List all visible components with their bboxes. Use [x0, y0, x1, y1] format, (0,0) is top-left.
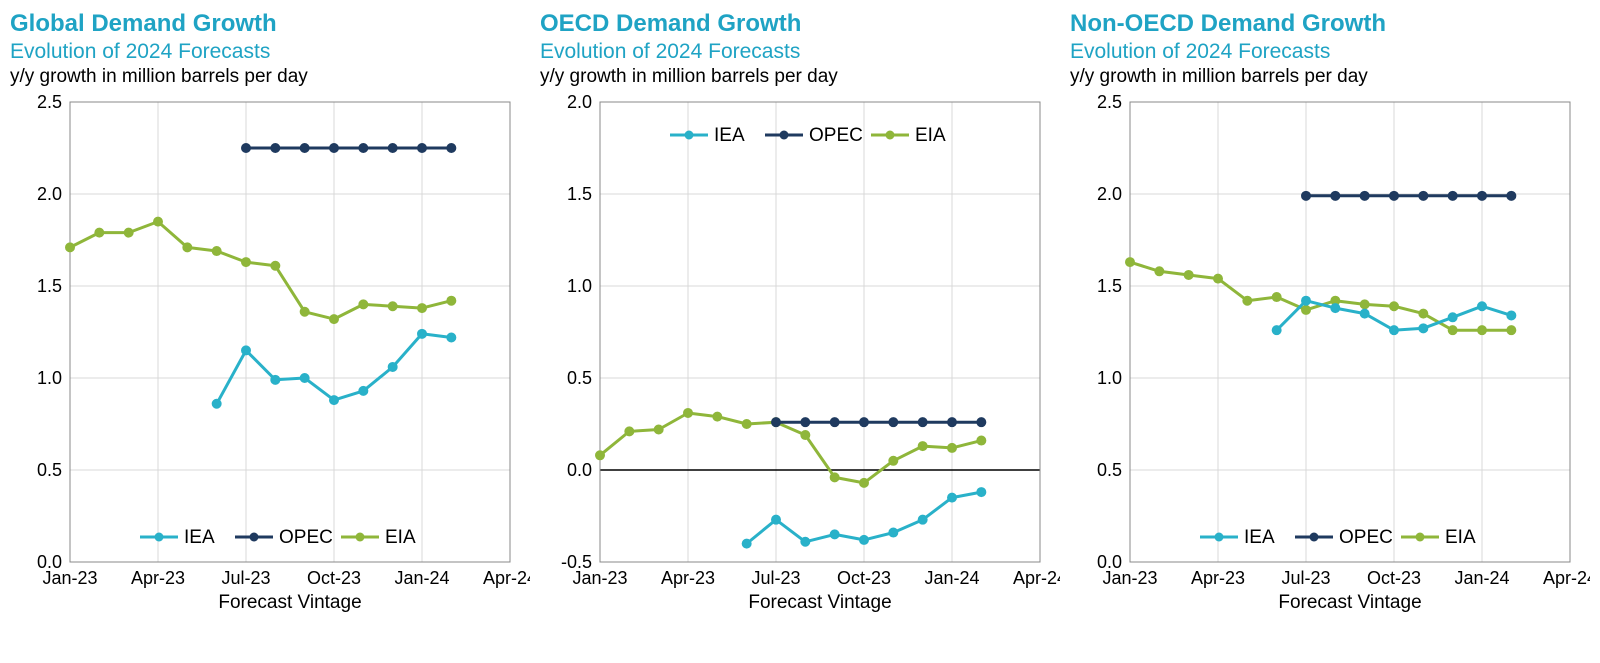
svg-text:2.0: 2.0 [567, 92, 592, 112]
panel-global: Global Demand Growth Evolution of 2024 F… [10, 10, 530, 652]
svg-text:Jul-23: Jul-23 [751, 568, 800, 588]
panel-svg: -0.50.00.51.01.52.0Jan-23Apr-23Jul-23Oct… [540, 92, 1060, 652]
panel-subtitle: Evolution of 2024 Forecasts [1070, 40, 1590, 64]
panel-title: Non-OECD Demand Growth [1070, 10, 1590, 38]
svg-text:EIA: EIA [385, 527, 416, 548]
svg-text:OPEC: OPEC [809, 125, 863, 146]
svg-text:Jan-24: Jan-24 [394, 568, 449, 588]
panel-svg: 0.00.51.01.52.02.5Jan-23Apr-23Jul-23Oct-… [1070, 92, 1590, 652]
svg-text:Jul-23: Jul-23 [221, 568, 270, 588]
svg-text:IEA: IEA [184, 527, 215, 548]
svg-text:2.0: 2.0 [1097, 184, 1122, 204]
svg-text:Oct-23: Oct-23 [307, 568, 361, 588]
svg-text:Apr-23: Apr-23 [131, 568, 185, 588]
svg-text:0.5: 0.5 [1097, 460, 1122, 480]
svg-text:Jan-24: Jan-24 [924, 568, 979, 588]
svg-text:Jul-23: Jul-23 [1281, 568, 1330, 588]
svg-text:1.5: 1.5 [37, 276, 62, 296]
svg-text:Apr-24: Apr-24 [1543, 568, 1590, 588]
svg-text:Apr-24: Apr-24 [1013, 568, 1060, 588]
panel-ylabel: y/y growth in million barrels per day [10, 66, 530, 88]
svg-text:1.0: 1.0 [37, 368, 62, 388]
svg-text:0.0: 0.0 [567, 460, 592, 480]
panel-subtitle: Evolution of 2024 Forecasts [540, 40, 1060, 64]
svg-text:Jan-23: Jan-23 [572, 568, 627, 588]
panel-nonoecd: Non-OECD Demand Growth Evolution of 2024… [1070, 10, 1590, 652]
svg-text:Jan-23: Jan-23 [1102, 568, 1157, 588]
panel-svg: 0.00.51.01.52.02.5Jan-23Apr-23Jul-23Oct-… [10, 92, 530, 652]
svg-text:2.5: 2.5 [37, 92, 62, 112]
svg-text:Oct-23: Oct-23 [837, 568, 891, 588]
svg-text:Forecast Vintage: Forecast Vintage [218, 592, 361, 613]
svg-text:OPEC: OPEC [279, 527, 333, 548]
svg-text:OPEC: OPEC [1339, 527, 1393, 548]
svg-text:1.5: 1.5 [567, 184, 592, 204]
svg-text:2.5: 2.5 [1097, 92, 1122, 112]
panel-ylabel: y/y growth in million barrels per day [540, 66, 1060, 88]
svg-text:Jan-23: Jan-23 [42, 568, 97, 588]
svg-text:Forecast Vintage: Forecast Vintage [748, 592, 891, 613]
svg-text:Apr-23: Apr-23 [661, 568, 715, 588]
chart-row: Global Demand Growth Evolution of 2024 F… [10, 10, 1590, 652]
svg-text:0.5: 0.5 [37, 460, 62, 480]
svg-text:0.5: 0.5 [567, 368, 592, 388]
panel-title: Global Demand Growth [10, 10, 530, 38]
svg-text:Forecast Vintage: Forecast Vintage [1278, 592, 1421, 613]
svg-text:Oct-23: Oct-23 [1367, 568, 1421, 588]
svg-text:IEA: IEA [1244, 527, 1275, 548]
svg-text:1.5: 1.5 [1097, 276, 1122, 296]
panel-oecd: OECD Demand Growth Evolution of 2024 For… [540, 10, 1060, 652]
svg-text:2.0: 2.0 [37, 184, 62, 204]
panel-title: OECD Demand Growth [540, 10, 1060, 38]
svg-text:EIA: EIA [915, 125, 946, 146]
svg-text:IEA: IEA [714, 125, 745, 146]
svg-text:EIA: EIA [1445, 527, 1476, 548]
svg-text:1.0: 1.0 [567, 276, 592, 296]
svg-text:Apr-23: Apr-23 [1191, 568, 1245, 588]
svg-text:Jan-24: Jan-24 [1454, 568, 1509, 588]
panel-ylabel: y/y growth in million barrels per day [1070, 66, 1590, 88]
svg-text:1.0: 1.0 [1097, 368, 1122, 388]
svg-text:Apr-24: Apr-24 [483, 568, 530, 588]
panel-subtitle: Evolution of 2024 Forecasts [10, 40, 530, 64]
